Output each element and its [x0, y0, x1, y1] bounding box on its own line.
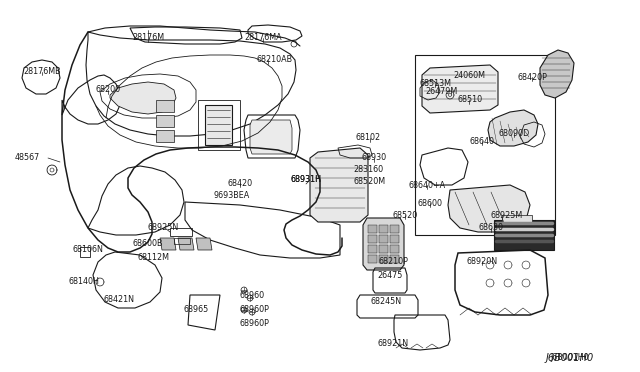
- Text: 28176M: 28176M: [132, 33, 164, 42]
- Bar: [174, 238, 190, 244]
- Polygon shape: [363, 218, 404, 270]
- Text: 68925M: 68925M: [491, 211, 523, 219]
- Bar: [415, 55, 555, 235]
- Bar: [379, 225, 388, 233]
- Text: 68420P: 68420P: [517, 73, 547, 81]
- Bar: [368, 235, 377, 243]
- Polygon shape: [250, 120, 292, 154]
- Bar: [170, 228, 192, 236]
- Text: 68421N: 68421N: [104, 295, 134, 305]
- Text: 68200: 68200: [95, 86, 120, 94]
- Bar: [390, 255, 399, 263]
- Polygon shape: [448, 185, 530, 232]
- Text: 68140H: 68140H: [68, 276, 99, 285]
- Text: 68106N: 68106N: [72, 244, 104, 253]
- Text: 68931H: 68931H: [291, 176, 321, 185]
- Text: 68510: 68510: [458, 96, 483, 105]
- Text: 68520M: 68520M: [354, 176, 386, 186]
- Text: 68931H: 68931H: [291, 176, 321, 185]
- Text: 68640+A: 68640+A: [408, 180, 445, 189]
- Polygon shape: [422, 65, 498, 113]
- Text: 9693BEA: 9693BEA: [214, 192, 250, 201]
- Bar: [379, 255, 388, 263]
- Polygon shape: [310, 148, 368, 222]
- Bar: [80, 247, 90, 257]
- Polygon shape: [540, 50, 574, 98]
- Text: 68630: 68630: [479, 224, 504, 232]
- Text: 68520: 68520: [392, 211, 418, 219]
- Polygon shape: [488, 110, 538, 146]
- Text: 24060M: 24060M: [453, 71, 485, 80]
- Text: 48567: 48567: [14, 154, 40, 163]
- Text: 68921N: 68921N: [378, 340, 408, 349]
- Bar: [368, 225, 377, 233]
- Bar: [494, 220, 554, 250]
- Text: 68960P: 68960P: [239, 305, 269, 314]
- Text: 26479M: 26479M: [425, 87, 457, 96]
- Polygon shape: [156, 100, 174, 112]
- Polygon shape: [160, 238, 176, 250]
- Bar: [379, 245, 388, 253]
- Polygon shape: [110, 82, 176, 114]
- Bar: [390, 235, 399, 243]
- Bar: [368, 255, 377, 263]
- Text: J6B001H0: J6B001H0: [546, 353, 594, 363]
- Text: 68210AB: 68210AB: [257, 55, 293, 64]
- Polygon shape: [156, 130, 174, 142]
- Text: 68600B: 68600B: [132, 240, 163, 248]
- Text: 68920N: 68920N: [467, 257, 497, 266]
- Bar: [390, 245, 399, 253]
- Text: 28176MA: 28176MA: [244, 33, 282, 42]
- Polygon shape: [178, 238, 194, 250]
- Text: 68245N: 68245N: [371, 296, 401, 305]
- Text: 68930: 68930: [362, 154, 387, 163]
- Text: 28176MB: 28176MB: [23, 67, 61, 77]
- Text: 68210P: 68210P: [378, 257, 408, 266]
- Bar: [368, 245, 377, 253]
- Text: 68112M: 68112M: [137, 253, 169, 262]
- Text: 68102: 68102: [355, 134, 381, 142]
- Text: 283160: 283160: [353, 166, 383, 174]
- Polygon shape: [156, 115, 174, 127]
- Polygon shape: [205, 105, 232, 145]
- Bar: [379, 235, 388, 243]
- Text: 68420: 68420: [227, 179, 253, 187]
- Text: 68640: 68640: [470, 137, 495, 145]
- Bar: [502, 215, 532, 223]
- Text: 68960: 68960: [239, 292, 264, 301]
- Text: J6B001H0: J6B001H0: [550, 353, 589, 362]
- Bar: [390, 225, 399, 233]
- Text: 68090D: 68090D: [499, 128, 530, 138]
- Text: 26475: 26475: [378, 270, 403, 279]
- Text: 68925N: 68925N: [147, 224, 179, 232]
- Polygon shape: [196, 238, 212, 250]
- Text: 68513M: 68513M: [419, 78, 451, 87]
- Text: 68960P: 68960P: [239, 318, 269, 327]
- Text: 68965: 68965: [184, 305, 209, 314]
- Text: 68600: 68600: [417, 199, 442, 208]
